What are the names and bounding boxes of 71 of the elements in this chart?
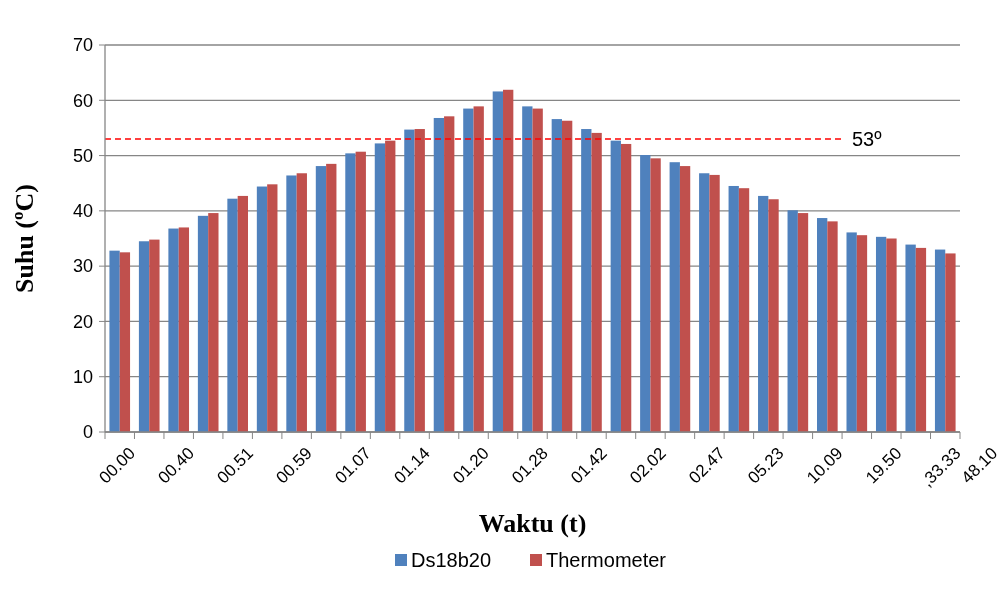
bar (827, 221, 838, 432)
legend-label: Ds18b20 (411, 549, 492, 571)
bar (168, 228, 179, 432)
bar (591, 132, 602, 432)
bar (699, 173, 710, 432)
bar (492, 91, 504, 432)
bar (326, 163, 337, 432)
bar (433, 117, 445, 432)
bar (404, 129, 415, 432)
y-tick-label: 10 (72, 367, 93, 388)
x-axis-title: Waktu (t) (478, 509, 587, 538)
bar (669, 162, 680, 432)
y-axis-title: Suhu (ºC) (10, 183, 39, 294)
bar (296, 173, 307, 432)
bar (385, 140, 396, 432)
bar (503, 89, 514, 432)
bar (620, 143, 632, 432)
bar (650, 158, 661, 432)
y-tick-label: 50 (72, 145, 93, 166)
bar (227, 198, 238, 432)
bar (817, 218, 828, 432)
bar (905, 244, 916, 432)
bar (473, 106, 484, 432)
bar (875, 236, 887, 432)
bar (856, 235, 868, 432)
bar (787, 210, 798, 432)
bar (197, 215, 209, 432)
bar (758, 195, 769, 432)
bar (444, 116, 455, 432)
bar (561, 120, 573, 432)
bar (109, 250, 120, 432)
y-tick-label: 60 (72, 90, 93, 111)
bar (315, 166, 327, 432)
bar (934, 249, 946, 432)
bar (886, 238, 897, 432)
legend-label: Thermometer (546, 549, 667, 571)
bar (610, 140, 621, 432)
bar (355, 151, 366, 432)
bar (463, 108, 474, 432)
bar (374, 143, 386, 432)
y-tick-label: 30 (72, 256, 93, 277)
bar (532, 108, 543, 432)
y-tick-label: 70 (72, 35, 93, 56)
y-tick-label: 20 (72, 311, 93, 332)
bar (256, 186, 268, 432)
bar (414, 129, 425, 432)
y-tick-label: 0 (82, 422, 93, 443)
bar (208, 213, 219, 432)
bar (522, 106, 533, 432)
bar (551, 119, 562, 432)
bar (345, 153, 356, 432)
y-tick-label: 40 (72, 201, 93, 222)
bar (797, 213, 809, 432)
bar (679, 166, 691, 432)
bar (915, 247, 927, 432)
bar (581, 129, 592, 432)
bar (768, 199, 779, 432)
bar (267, 184, 278, 432)
bar (640, 155, 651, 432)
bar (945, 253, 956, 432)
bar (728, 185, 739, 432)
bar (709, 174, 720, 432)
bar (119, 252, 131, 432)
bar (846, 232, 857, 432)
bar (738, 188, 750, 432)
bar (138, 241, 150, 432)
bar (237, 195, 248, 432)
bar (178, 227, 190, 432)
bar (149, 239, 160, 432)
ref-line-label: 53º (852, 127, 883, 150)
bar (286, 175, 297, 432)
